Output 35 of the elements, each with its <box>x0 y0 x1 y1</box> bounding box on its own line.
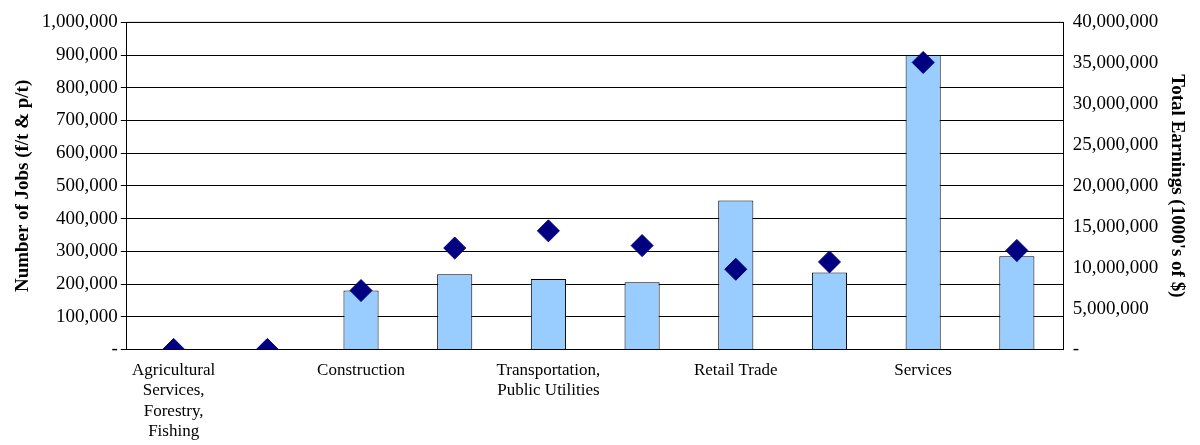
x-tick-label: Services <box>894 360 952 380</box>
point <box>724 257 748 281</box>
y-tick-label: 500,000 <box>56 173 118 195</box>
point <box>1005 238 1029 262</box>
y-tick-label: 800,000 <box>56 75 118 97</box>
x-tick-label: Construction <box>317 360 406 380</box>
y-tick-label: 600,000 <box>56 141 118 163</box>
point <box>630 234 654 258</box>
y-tick-label: 400,000 <box>56 206 118 228</box>
y2-tick-label: 40,000,000 <box>1072 10 1159 32</box>
y-tick-label: 100,000 <box>56 304 118 326</box>
point <box>536 219 560 243</box>
y-tick-label: 700,000 <box>56 108 118 130</box>
y2-tick-label: 30,000,000 <box>1072 92 1159 114</box>
y-tick-label: 300,000 <box>56 239 118 261</box>
y-tick-label: 200,000 <box>56 271 118 293</box>
y2-tick-label: 10,000,000 <box>1072 255 1159 277</box>
y2-tick-label: 20,000,000 <box>1072 173 1159 195</box>
y-tick-label: 1,000,000 <box>41 10 118 32</box>
point <box>911 50 935 74</box>
y2-tick-label: 5,000,000 <box>1072 296 1149 318</box>
y2-tick-label: 15,000,000 <box>1072 214 1159 236</box>
y-axis-title: Number of Jobs (f/t & p/t) <box>11 79 34 293</box>
x-tick-label: Agricultural Services, Forestry, Fishing <box>132 360 216 441</box>
point <box>443 236 467 260</box>
x-tick-label: Transportation, Public Utilities <box>496 360 601 400</box>
y2-tick-label: - <box>1072 337 1080 359</box>
y2-tick-label: 25,000,000 <box>1072 133 1159 155</box>
point <box>349 279 373 303</box>
y-tick-label: - <box>111 337 118 359</box>
x-tick-label: Retail Trade <box>693 360 778 380</box>
point <box>817 250 841 274</box>
y2-tick-label: 35,000,000 <box>1072 51 1159 73</box>
y2-axis-title: Total Earnings (1000's of $) <box>1166 74 1189 298</box>
y-tick-label: 900,000 <box>56 43 118 65</box>
